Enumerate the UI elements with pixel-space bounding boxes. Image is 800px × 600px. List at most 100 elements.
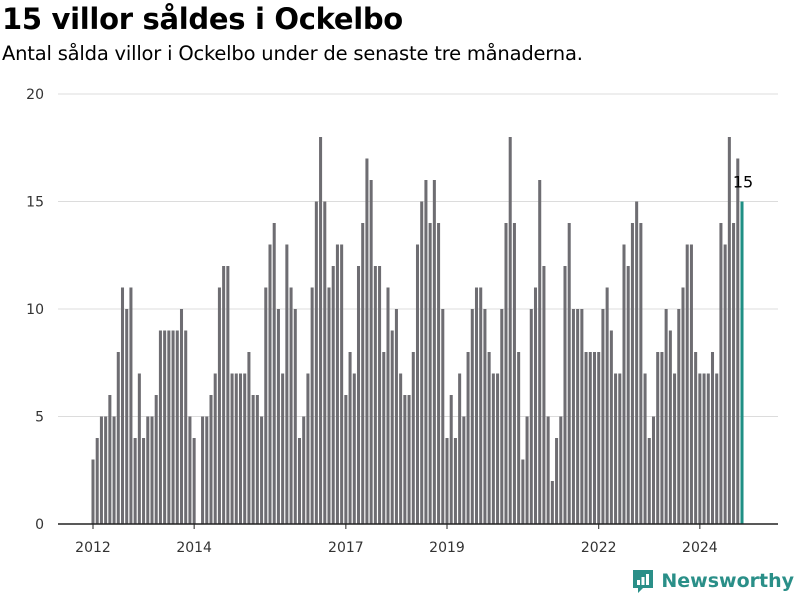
- bar: [681, 287, 685, 524]
- bar: [571, 309, 575, 524]
- bar: [369, 180, 373, 524]
- bar: [533, 287, 538, 524]
- bar: [647, 438, 651, 524]
- bar: [407, 395, 411, 524]
- bar: [736, 158, 740, 524]
- bar: [226, 266, 230, 524]
- bar: [213, 373, 217, 524]
- bar: [441, 309, 445, 524]
- bar: [251, 395, 255, 524]
- bar: [542, 266, 546, 524]
- bar: [635, 201, 639, 524]
- bar: [483, 309, 487, 524]
- bar: [411, 352, 415, 524]
- bar: [163, 330, 167, 524]
- bar: [614, 373, 618, 524]
- bar: [403, 395, 407, 524]
- bars: [91, 137, 744, 524]
- bar: [445, 438, 449, 524]
- bar: [576, 309, 580, 524]
- bar: [133, 438, 137, 524]
- bar: [618, 373, 622, 524]
- bar: [651, 416, 656, 524]
- bar: [466, 352, 470, 524]
- bar: [116, 352, 120, 524]
- bar: [175, 330, 179, 524]
- bar: [458, 373, 462, 524]
- bar: [630, 223, 634, 524]
- bar: [479, 287, 483, 524]
- y-tick-label: 10: [26, 302, 44, 318]
- bar: [268, 244, 272, 524]
- bar: [420, 201, 424, 524]
- bar: [125, 309, 129, 524]
- bar: [592, 352, 597, 524]
- bar: [428, 223, 432, 524]
- annotation-group: 15: [733, 173, 753, 192]
- bar: [378, 266, 382, 524]
- bar: [142, 438, 146, 524]
- bar: [171, 330, 175, 524]
- last-value-annotation: 15: [733, 173, 753, 192]
- bar: [137, 373, 141, 524]
- bar: [247, 352, 251, 524]
- bar: [222, 266, 226, 524]
- bar: [104, 416, 108, 524]
- bar: [538, 180, 542, 524]
- bar: [293, 309, 297, 524]
- bar: [390, 330, 394, 524]
- x-tick-label: 2024: [682, 540, 718, 556]
- bar: [323, 201, 327, 524]
- bar: [660, 352, 664, 524]
- bar: [91, 459, 95, 524]
- bar: [727, 137, 731, 524]
- bar: [167, 330, 171, 524]
- bar: [504, 223, 508, 524]
- bar: [340, 244, 344, 524]
- x-tick-label: 2022: [581, 540, 617, 556]
- bar: [605, 287, 609, 524]
- bar: [702, 373, 706, 524]
- bar: [234, 373, 238, 524]
- newsworthy-brand-text: Newsworthy: [661, 570, 794, 592]
- chart-subtitle: Antal sålda villor i Ockelbo under de se…: [2, 42, 583, 65]
- chart-title: 15 villor såldes i Ockelbo: [2, 2, 403, 36]
- bar: [394, 309, 398, 524]
- bar: [656, 352, 660, 524]
- bar: [677, 309, 681, 524]
- x-tick-label: 2017: [328, 540, 364, 556]
- bar: [217, 287, 221, 524]
- bar: [474, 287, 479, 524]
- bar: [192, 438, 196, 524]
- x-tick-label: 2014: [176, 540, 212, 556]
- bar: [314, 201, 318, 524]
- bar: [310, 287, 314, 524]
- bar: [188, 416, 192, 524]
- bar: [146, 416, 150, 524]
- bar: [563, 266, 567, 524]
- bar: [399, 373, 403, 524]
- bar: [719, 223, 723, 524]
- y-tick-label: 20: [26, 87, 44, 103]
- bar: [95, 438, 99, 524]
- bar: [230, 373, 234, 524]
- bar: [112, 416, 116, 524]
- bar: [715, 373, 719, 524]
- bar: [238, 373, 243, 524]
- newsworthy-logo: Newsworthy: [631, 568, 794, 594]
- bar: [201, 416, 205, 524]
- bar: [297, 438, 302, 524]
- bar: [365, 158, 369, 524]
- bar: [673, 373, 677, 524]
- bar: [108, 395, 112, 524]
- bar: [120, 287, 125, 524]
- bar: [567, 223, 571, 524]
- bar: [424, 180, 428, 524]
- bar: [580, 309, 584, 524]
- bar: [732, 223, 736, 524]
- bar: [622, 244, 626, 524]
- bar: [352, 373, 356, 524]
- bar: [386, 287, 390, 524]
- bar: [546, 416, 550, 524]
